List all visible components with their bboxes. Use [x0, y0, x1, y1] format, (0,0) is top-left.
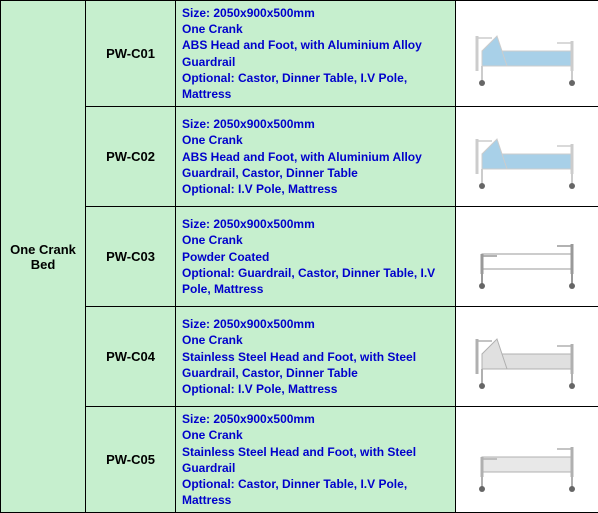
size-text: Size: 2050x900x500mm — [182, 411, 449, 427]
optional-text: Optional: Castor, Dinner Table, I.V Pole… — [182, 476, 449, 508]
image-cell — [456, 307, 598, 407]
description-cell: Size: 2050x900x500mmOne CrankABS Head an… — [176, 1, 456, 107]
description-cell: Size: 2050x900x500mmOne CrankPowder Coat… — [176, 207, 456, 307]
model-cell: PW-C05 — [86, 407, 176, 513]
size-text: Size: 2050x900x500mm — [182, 5, 449, 21]
model-cell: PW-C03 — [86, 207, 176, 307]
features-text: Stainless Steel Head and Foot, with Stee… — [182, 349, 449, 381]
size-text: Size: 2050x900x500mm — [182, 316, 449, 332]
optional-text: Optional: I.V Pole, Mattress — [182, 381, 449, 397]
image-cell — [456, 107, 598, 207]
description-cell: Size: 2050x900x500mmOne CrankStainless S… — [176, 307, 456, 407]
model-cell: PW-C01 — [86, 1, 176, 107]
crank-text: One Crank — [182, 21, 449, 37]
crank-text: One Crank — [182, 232, 449, 248]
image-cell — [456, 207, 598, 307]
features-text: ABS Head and Foot, with Aluminium Alloy … — [182, 37, 449, 69]
bed-icon — [462, 214, 592, 294]
description-cell: Size: 2050x900x500mmOne CrankABS Head an… — [176, 107, 456, 207]
bed-icon — [462, 114, 592, 194]
size-text: Size: 2050x900x500mm — [182, 216, 449, 232]
bed-icon — [462, 314, 592, 394]
optional-text: Optional: Guardrail, Castor, Dinner Tabl… — [182, 265, 449, 297]
product-row: PW-C02Size: 2050x900x500mmOne CrankABS H… — [1, 107, 598, 207]
product-row: PW-C05Size: 2050x900x500mmOne CrankStain… — [1, 407, 598, 513]
features-text: Powder Coated — [182, 249, 449, 265]
description-cell: Size: 2050x900x500mmOne CrankStainless S… — [176, 407, 456, 513]
image-cell — [456, 407, 598, 513]
product-row: PW-C03Size: 2050x900x500mmOne CrankPowde… — [1, 207, 598, 307]
bed-icon — [462, 11, 592, 91]
product-row: One Crank BedPW-C01Size: 2050x900x500mmO… — [1, 1, 598, 107]
crank-text: One Crank — [182, 332, 449, 348]
model-cell: PW-C02 — [86, 107, 176, 207]
crank-text: One Crank — [182, 427, 449, 443]
model-cell: PW-C04 — [86, 307, 176, 407]
product-table: One Crank BedPW-C01Size: 2050x900x500mmO… — [0, 0, 598, 513]
image-cell — [456, 1, 598, 107]
category-cell: One Crank Bed — [1, 1, 86, 513]
optional-text: Optional: Castor, Dinner Table, I.V Pole… — [182, 70, 449, 102]
features-text: ABS Head and Foot, with Aluminium Alloy … — [182, 149, 449, 181]
optional-text: Optional: I.V Pole, Mattress — [182, 181, 449, 197]
product-row: PW-C04Size: 2050x900x500mmOne CrankStain… — [1, 307, 598, 407]
bed-icon — [462, 417, 592, 497]
crank-text: One Crank — [182, 132, 449, 148]
size-text: Size: 2050x900x500mm — [182, 116, 449, 132]
features-text: Stainless Steel Head and Foot, with Stee… — [182, 444, 449, 476]
